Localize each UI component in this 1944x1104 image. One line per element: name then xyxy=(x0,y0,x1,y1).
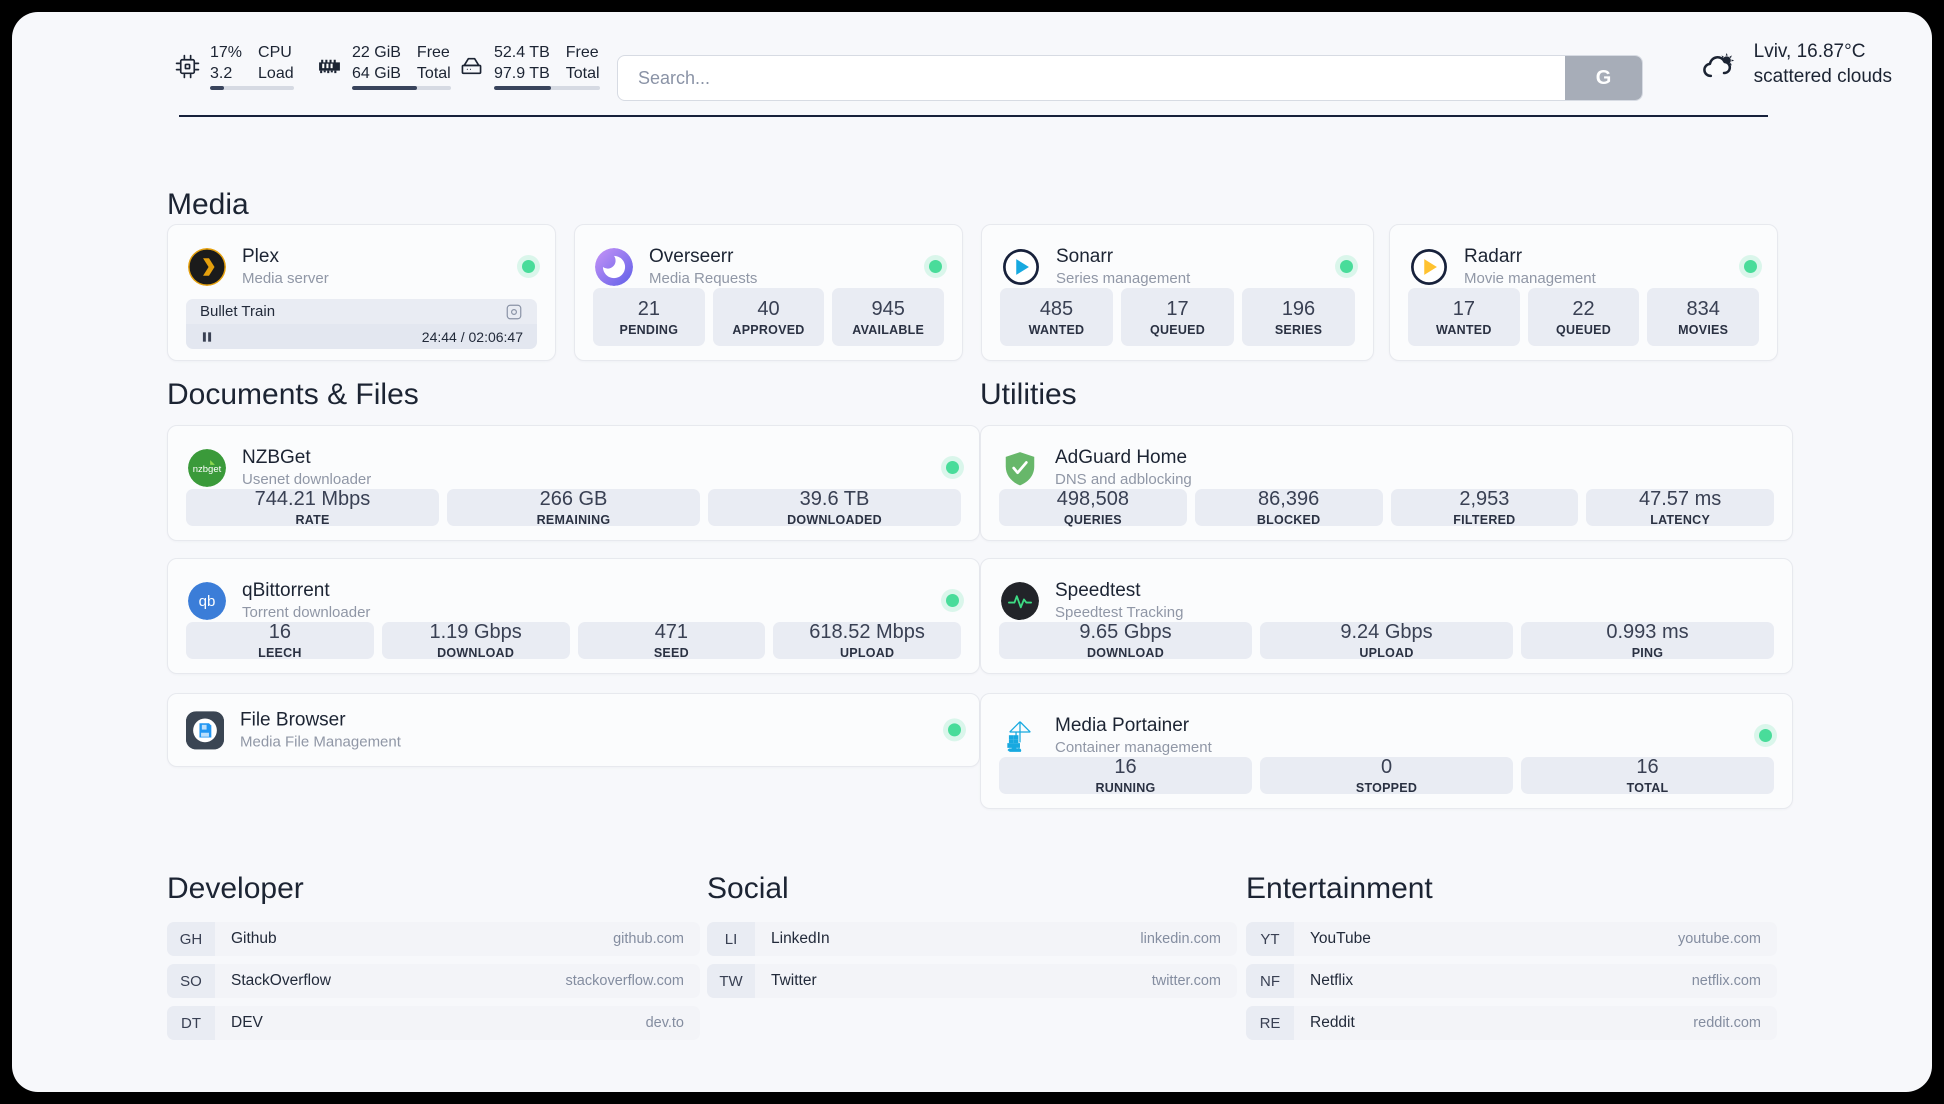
svg-text:nzbget: nzbget xyxy=(193,464,222,475)
svg-text:qb: qb xyxy=(199,592,216,609)
